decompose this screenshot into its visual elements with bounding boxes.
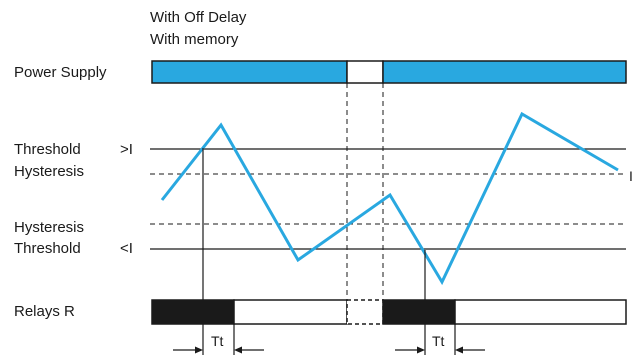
power-supply-on-segment-1 — [151, 60, 348, 84]
threshold-high-label: Threshold — [14, 141, 81, 158]
relay-on-segment-1 — [151, 299, 235, 325]
hysteresis-low-label: Hysteresis — [14, 219, 85, 236]
threshold-high-symbol: >I — [120, 141, 133, 158]
delay-label-2: Tt — [432, 333, 445, 349]
power-supply-off-segment — [346, 60, 384, 84]
signal-label: I — [629, 168, 633, 184]
relays-label: Relays R — [14, 303, 75, 320]
power-supply-on-segment-2 — [382, 60, 627, 84]
relay-off-segment-2 — [454, 299, 627, 325]
header-line-2: With memory — [150, 31, 239, 48]
delay-arrowhead-left-1 — [195, 346, 203, 354]
signal-curve — [160, 111, 619, 286]
power-supply-label: Power Supply — [14, 64, 107, 81]
delay-arrowhead-right-2 — [455, 346, 463, 354]
relay-off-segment-1 — [233, 299, 348, 325]
relay-unpowered-segment — [346, 299, 384, 325]
hysteresis-high-label: Hysteresis — [14, 163, 85, 180]
threshold-low-label: Threshold — [14, 240, 81, 257]
delay-arrowhead-left-2 — [417, 346, 425, 354]
header-line-1: With Off Delay — [150, 9, 247, 26]
threshold-low-symbol: <I — [120, 240, 133, 257]
relay-on-segment-2 — [382, 299, 456, 325]
delay-arrowhead-right-1 — [234, 346, 242, 354]
delay-label-1: Tt — [211, 333, 224, 349]
